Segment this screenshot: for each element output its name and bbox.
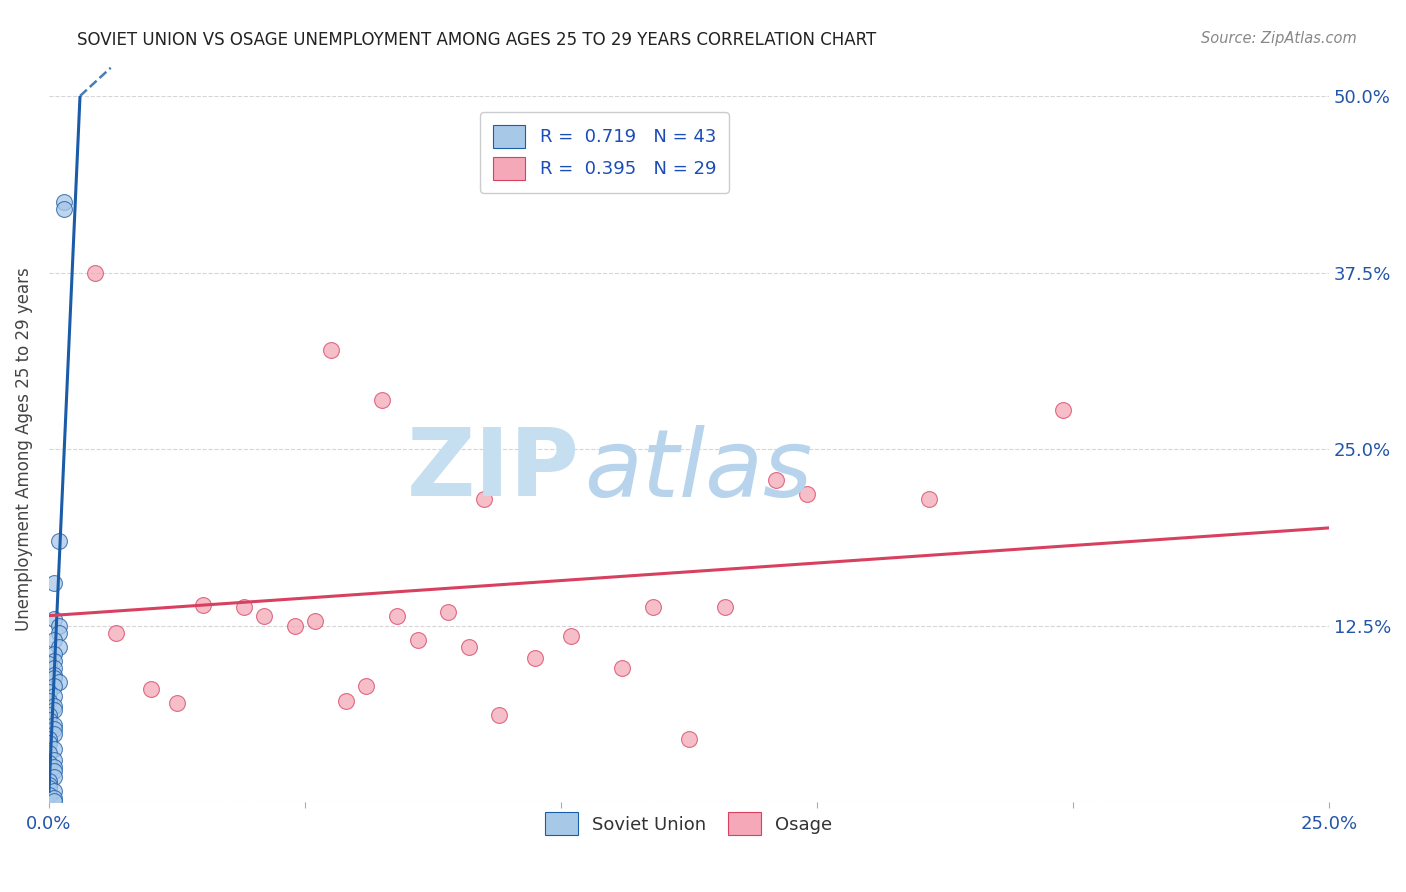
Point: [38, 778, 60, 792]
Point: [48, 533, 70, 548]
Point: [42, 654, 65, 668]
Point: [406, 632, 429, 647]
Point: [53, 194, 76, 209]
Point: [48, 640, 70, 654]
Point: [38, 788, 60, 802]
Point: [42, 703, 65, 717]
Point: [191, 598, 214, 612]
Point: [765, 473, 787, 487]
Point: [42, 647, 65, 661]
Point: [42, 760, 65, 774]
Point: [253, 608, 276, 623]
Point: [38, 774, 60, 789]
Point: [48, 618, 70, 632]
Point: [42, 741, 65, 756]
Point: [641, 600, 664, 615]
Point: [319, 343, 342, 358]
Point: [42, 612, 65, 626]
Point: [918, 491, 941, 506]
Point: [42, 699, 65, 714]
Point: [38, 707, 60, 722]
Point: [38, 714, 60, 728]
Legend: Soviet Union, Osage: Soviet Union, Osage: [538, 805, 839, 843]
Point: [42, 791, 65, 805]
Point: [678, 731, 700, 746]
Point: [42, 632, 65, 647]
Point: [304, 615, 326, 629]
Point: [42, 717, 65, 731]
Point: [141, 682, 163, 697]
Point: [385, 608, 408, 623]
Point: [104, 625, 127, 640]
Point: [524, 651, 547, 665]
Point: [53, 202, 76, 216]
Y-axis label: Unemployment Among Ages 25 to 29 years: Unemployment Among Ages 25 to 29 years: [15, 268, 32, 631]
Point: [38, 693, 60, 707]
Point: [42, 671, 65, 685]
Point: [370, 392, 392, 407]
Point: [42, 661, 65, 675]
Point: [1052, 402, 1074, 417]
Point: [437, 605, 460, 619]
Text: SOVIET UNION VS OSAGE UNEMPLOYMENT AMONG AGES 25 TO 29 YEARS CORRELATION CHART: SOVIET UNION VS OSAGE UNEMPLOYMENT AMONG…: [77, 31, 876, 49]
Point: [284, 618, 307, 632]
Point: [42, 794, 65, 808]
Point: [42, 722, 65, 736]
Point: [713, 600, 735, 615]
Point: [38, 731, 60, 746]
Point: [42, 576, 65, 591]
Point: [796, 487, 818, 501]
Point: [612, 661, 634, 675]
Point: [38, 781, 60, 796]
Point: [42, 727, 65, 741]
Point: [84, 266, 107, 280]
Point: [38, 657, 60, 671]
Point: [472, 491, 495, 506]
Point: [38, 746, 60, 760]
Point: [356, 680, 378, 694]
Point: [42, 680, 65, 694]
Text: atlas: atlas: [583, 425, 813, 516]
Text: Source: ZipAtlas.com: Source: ZipAtlas.com: [1201, 31, 1357, 46]
Point: [335, 693, 357, 707]
Point: [38, 685, 60, 699]
Point: [488, 707, 510, 722]
Point: [48, 675, 70, 690]
Point: [560, 629, 582, 643]
Point: [42, 690, 65, 704]
Point: [42, 770, 65, 784]
Point: [42, 668, 65, 682]
Point: [232, 600, 254, 615]
Point: [48, 625, 70, 640]
Point: [457, 640, 479, 654]
Point: [166, 697, 188, 711]
Point: [42, 753, 65, 767]
Point: [38, 736, 60, 750]
Point: [42, 764, 65, 779]
Point: [38, 756, 60, 770]
Point: [42, 784, 65, 798]
Text: ZIP: ZIP: [408, 425, 581, 516]
